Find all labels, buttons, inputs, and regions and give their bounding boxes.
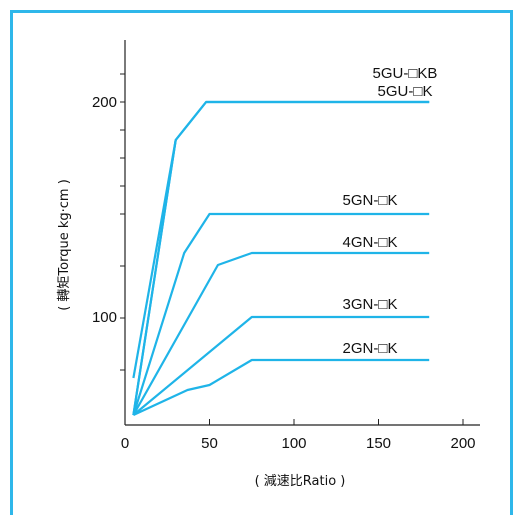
x-tick-label: 200 [450, 435, 475, 452]
series-label: 4GN-□K [343, 234, 398, 251]
y-tick-label: 200 [92, 94, 117, 111]
y-tick-label: 100 [92, 309, 117, 326]
chart-frame [10, 10, 513, 515]
series-label: 3GN-□K [343, 296, 398, 313]
series-label: 5GU-□K [378, 83, 433, 100]
x-tick-label: 0 [121, 435, 129, 452]
series-line-0 [132, 100, 430, 416]
x-tick-label: 100 [281, 435, 306, 452]
series-line-2 [132, 212, 430, 416]
series-label: 2GN-□K [343, 340, 398, 357]
series-line-5 [132, 358, 430, 416]
axes: 0 50 100 150 200 100 200 [92, 40, 480, 452]
series-line-1 [132, 100, 430, 416]
series-line-3 [132, 251, 430, 416]
x-tick-label: 150 [366, 435, 391, 452]
series-label: 5GN-□K [343, 192, 398, 209]
series-line-4 [132, 315, 430, 416]
series-label: 5GU-□KB [373, 65, 438, 82]
y-axis-title: ( 轉矩Torque kg·cm ) [57, 179, 72, 311]
series-lines [132, 100, 430, 416]
x-tick-label: 50 [201, 435, 218, 452]
series-line-extra-0 [132, 139, 177, 379]
x-axis-title: ( 減速比Ratio ) [255, 473, 346, 489]
